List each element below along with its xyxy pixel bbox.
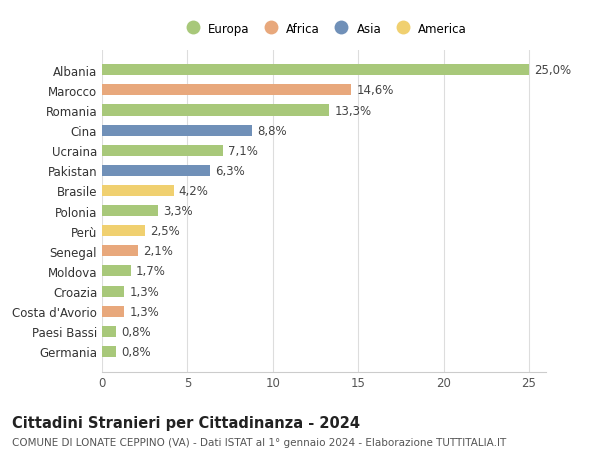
Bar	[102, 246, 138, 257]
Text: 0,8%: 0,8%	[121, 325, 151, 338]
Text: 8,8%: 8,8%	[257, 124, 287, 137]
Bar	[102, 286, 124, 297]
Text: COMUNE DI LONATE CEPPINO (VA) - Dati ISTAT al 1° gennaio 2024 - Elaborazione TUT: COMUNE DI LONATE CEPPINO (VA) - Dati IST…	[12, 437, 506, 447]
Text: 0,8%: 0,8%	[121, 345, 151, 358]
Bar	[102, 125, 252, 136]
Text: 2,1%: 2,1%	[143, 245, 173, 258]
Bar	[102, 306, 124, 317]
Text: 3,3%: 3,3%	[163, 205, 193, 218]
Bar	[102, 146, 223, 157]
Bar	[102, 226, 145, 237]
Bar	[102, 266, 131, 277]
Text: 4,2%: 4,2%	[179, 185, 209, 197]
Bar	[102, 346, 116, 357]
Bar	[102, 206, 158, 217]
Text: 13,3%: 13,3%	[334, 104, 371, 117]
Legend: Europa, Africa, Asia, America: Europa, Africa, Asia, America	[176, 18, 472, 40]
Bar	[102, 65, 529, 76]
Text: Cittadini Stranieri per Cittadinanza - 2024: Cittadini Stranieri per Cittadinanza - 2…	[12, 415, 360, 431]
Bar	[102, 326, 116, 337]
Text: 1,3%: 1,3%	[130, 285, 159, 298]
Text: 1,7%: 1,7%	[136, 265, 166, 278]
Bar	[102, 85, 352, 96]
Text: 7,1%: 7,1%	[229, 145, 258, 157]
Text: 14,6%: 14,6%	[356, 84, 394, 97]
Text: 1,3%: 1,3%	[130, 305, 159, 318]
Text: 6,3%: 6,3%	[215, 164, 244, 178]
Text: 25,0%: 25,0%	[534, 64, 571, 77]
Bar	[102, 185, 174, 196]
Bar	[102, 165, 209, 177]
Text: 2,5%: 2,5%	[150, 225, 179, 238]
Bar	[102, 105, 329, 116]
